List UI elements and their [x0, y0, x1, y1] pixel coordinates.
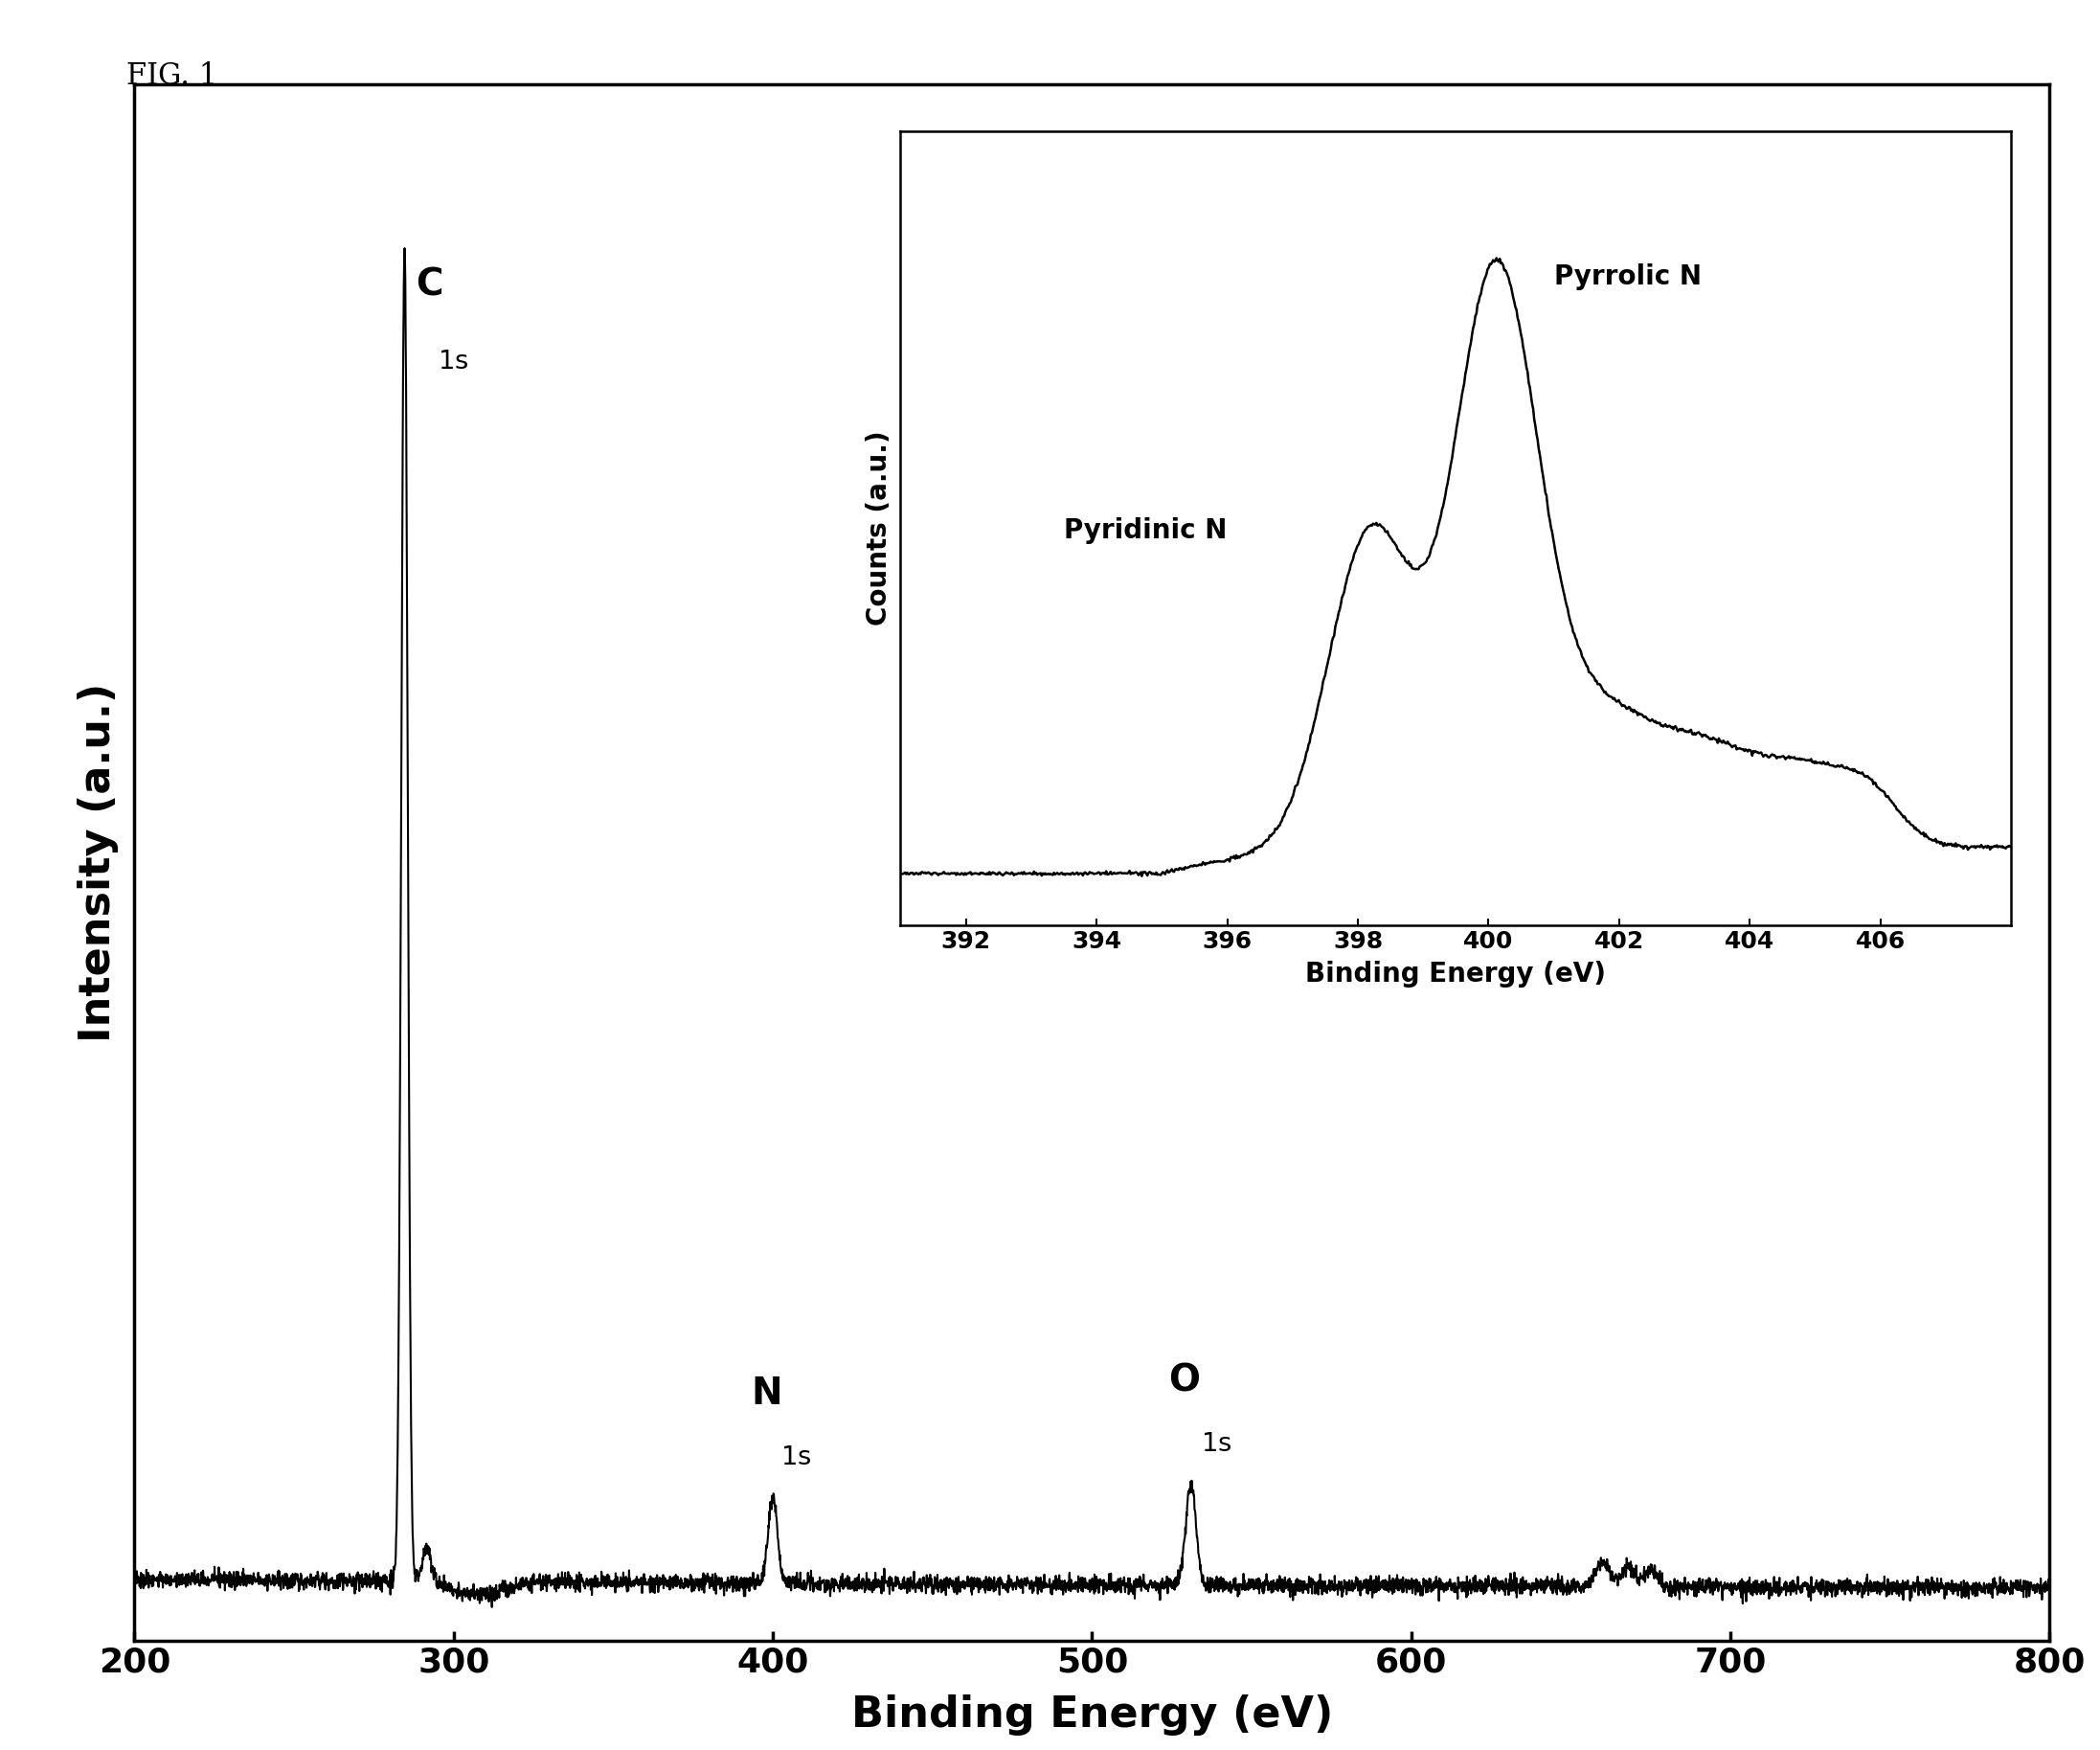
Text: N: N — [752, 1376, 781, 1412]
Text: $\mathregular{_{1s}}$: $\mathregular{_{1s}}$ — [781, 1430, 813, 1466]
Text: $\mathregular{_{1s}}$: $\mathregular{_{1s}}$ — [437, 334, 468, 371]
X-axis label: Binding Energy (eV): Binding Energy (eV) — [851, 1694, 1334, 1736]
Text: $\mathregular{_{1s}}$: $\mathregular{_{1s}}$ — [1201, 1418, 1233, 1454]
Text: C: C — [416, 266, 443, 303]
Y-axis label: Intensity (a.u.): Intensity (a.u.) — [78, 682, 118, 1043]
Text: FIG. 1: FIG. 1 — [126, 61, 216, 91]
Text: O: O — [1170, 1362, 1201, 1398]
